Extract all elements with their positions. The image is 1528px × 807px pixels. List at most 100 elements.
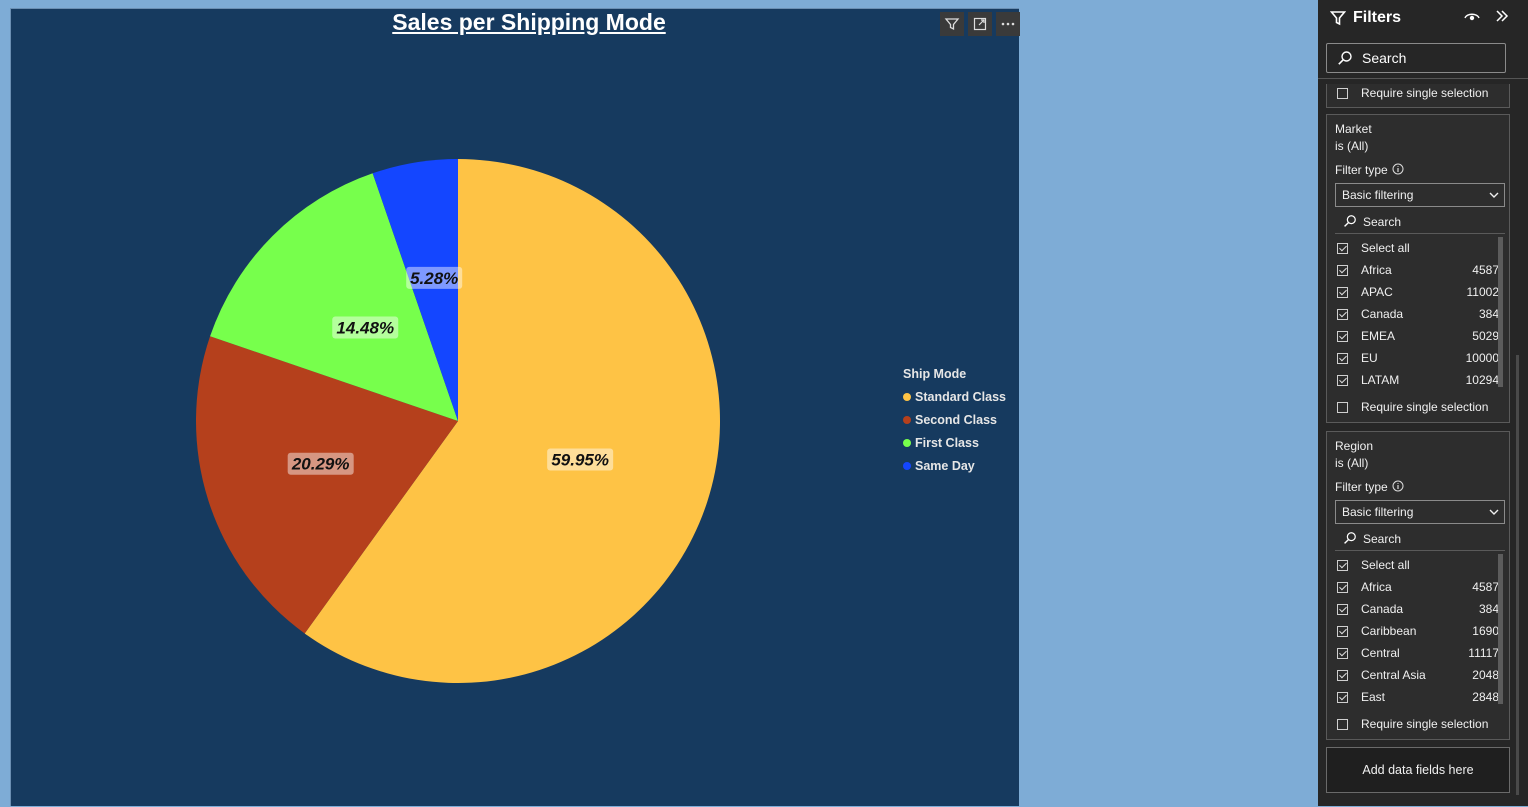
more-options-icon[interactable] bbox=[996, 12, 1020, 36]
filter-card-market[interactable]: Market is (All) Filter type Basic filtering… bbox=[1326, 114, 1510, 423]
filter-value-label: East bbox=[1361, 690, 1386, 704]
pie-slice-standard-class[interactable] bbox=[304, 159, 720, 684]
filter-value-item[interactable]: Caribbean 1690 bbox=[1335, 620, 1499, 642]
filter-value-item[interactable]: EMEA 5029 bbox=[1335, 325, 1499, 347]
pie-slice-second-class[interactable] bbox=[196, 336, 458, 634]
filter-value-item[interactable]: Central Asia 2048 bbox=[1335, 664, 1499, 686]
filter-value-item[interactable]: Central 11117 bbox=[1335, 642, 1499, 664]
add-data-fields-drop-zone[interactable]: Add data fields here bbox=[1326, 747, 1510, 793]
filter-card-region[interactable]: Region is (All) Filter type Basic filtering… bbox=[1326, 431, 1510, 740]
filter-value-item[interactable]: LATAM 10294 bbox=[1335, 369, 1499, 391]
require-single-selection[interactable]: Require single selection bbox=[1335, 400, 1488, 414]
pane-search-input[interactable]: Search bbox=[1326, 43, 1506, 73]
filter-condition: is (All) bbox=[1335, 456, 1369, 470]
filter-field-name: Region bbox=[1335, 439, 1374, 453]
filter-type-dropdown[interactable]: Basic filtering bbox=[1335, 183, 1505, 207]
checkbox[interactable] bbox=[1337, 559, 1348, 571]
checkbox[interactable] bbox=[1337, 352, 1348, 364]
canvas-left-edge bbox=[0, 0, 10, 806]
filter-value-label: Caribbean bbox=[1361, 624, 1417, 638]
legend-item-standard-class[interactable]: Standard Class bbox=[903, 385, 1006, 408]
filter-type-value: Basic filtering bbox=[1342, 188, 1414, 202]
legend-item-same-day[interactable]: Same Day bbox=[903, 454, 1006, 477]
filters-pane-title: Filters bbox=[1353, 9, 1402, 26]
chevron-down-icon bbox=[1488, 506, 1500, 521]
eye-icon[interactable] bbox=[1464, 10, 1480, 29]
legend-item-first-class[interactable]: First Class bbox=[903, 431, 1006, 454]
legend-marker bbox=[903, 438, 911, 447]
filter-value-item[interactable]: EU 10000 bbox=[1335, 347, 1499, 369]
filter-value-label: Africa bbox=[1361, 263, 1392, 277]
filter-type-text: Filter type bbox=[1335, 163, 1388, 177]
legend-item-second-class[interactable]: Second Class bbox=[903, 408, 1006, 431]
list-scrollbar[interactable] bbox=[1498, 554, 1503, 704]
filter-value-item[interactable]: Africa 4587 bbox=[1335, 259, 1499, 281]
focus-mode-icon[interactable] bbox=[968, 12, 992, 36]
filters-pane: Filters Search Require single selection … bbox=[1318, 0, 1528, 806]
filters-pane-header: Filters bbox=[1318, 0, 1528, 38]
pane-scrollbar[interactable] bbox=[1516, 355, 1519, 795]
checkbox[interactable] bbox=[1337, 647, 1348, 659]
filter-value-item[interactable]: APAC 11002 bbox=[1335, 281, 1499, 303]
filter-value-count: 4587 bbox=[1472, 580, 1499, 594]
list-scrollbar[interactable] bbox=[1498, 237, 1503, 387]
legend-marker bbox=[903, 392, 911, 401]
checkbox[interactable] bbox=[1337, 603, 1348, 615]
filter-value-count: 2048 bbox=[1472, 668, 1499, 682]
checkbox[interactable] bbox=[1337, 286, 1348, 298]
checkbox[interactable] bbox=[1337, 264, 1348, 276]
checkbox[interactable] bbox=[1337, 308, 1348, 320]
require-single-selection[interactable]: Require single selection bbox=[1335, 717, 1488, 731]
checkbox[interactable] bbox=[1337, 242, 1348, 254]
checkbox[interactable] bbox=[1337, 625, 1348, 637]
checkbox[interactable] bbox=[1337, 374, 1348, 386]
require-single-checkbox[interactable] bbox=[1337, 718, 1348, 730]
checkbox[interactable] bbox=[1337, 669, 1348, 681]
filter-value-label: Africa bbox=[1361, 580, 1392, 594]
require-single-checkbox[interactable] bbox=[1337, 401, 1348, 413]
filter-type-value: Basic filtering bbox=[1342, 505, 1414, 519]
filter-value-item[interactable]: Canada 384 bbox=[1335, 303, 1499, 325]
require-single-label: Require single selection bbox=[1361, 717, 1489, 731]
filter-value-label: Canada bbox=[1361, 307, 1404, 321]
filter-search-input[interactable]: Search bbox=[1335, 528, 1505, 551]
filter-card-title: Market is (All) bbox=[1335, 121, 1372, 155]
pie-chart-visual[interactable]: 59.95% 20.29% 14.48% 5.28% Sales per Shippi… bbox=[10, 8, 1020, 806]
checkbox[interactable] bbox=[1337, 330, 1348, 342]
legend-label: Standard Class bbox=[915, 389, 1007, 404]
legend-label: Same Day bbox=[915, 458, 975, 473]
filter-value-item[interactable]: Select all bbox=[1335, 554, 1499, 576]
legend-marker bbox=[903, 415, 911, 424]
filter-search-placeholder: Search bbox=[1363, 532, 1402, 546]
search-icon bbox=[1343, 214, 1357, 231]
filter-value-item[interactable]: Africa 4587 bbox=[1335, 576, 1499, 598]
filter-value-item[interactable]: Select all bbox=[1335, 237, 1499, 259]
previous-filter-card-tail: Require single selection bbox=[1326, 84, 1510, 108]
pie-chart: 59.95% 20.29% 14.48% 5.28% bbox=[196, 159, 720, 684]
pie-slice-same-day[interactable] bbox=[372, 159, 458, 421]
require-single-checkbox[interactable] bbox=[1337, 87, 1348, 99]
pie-slice-first-class[interactable] bbox=[210, 173, 458, 421]
filter-type-dropdown[interactable]: Basic filtering bbox=[1335, 500, 1505, 524]
require-single-selection[interactable]: Require single selection bbox=[1335, 86, 1488, 100]
checkbox[interactable] bbox=[1337, 581, 1348, 593]
data-label-background bbox=[287, 452, 354, 475]
filter-value-count: 384 bbox=[1478, 307, 1499, 321]
filter-value-count: 384 bbox=[1478, 602, 1499, 616]
legend-label: Second Class bbox=[915, 412, 997, 427]
data-label-same-day: 5.28% bbox=[410, 269, 458, 288]
data-label-second-class: 20.29% bbox=[291, 455, 350, 474]
filter-value-label: LATAM bbox=[1361, 373, 1400, 387]
filter-value-item[interactable]: Canada 384 bbox=[1335, 598, 1499, 620]
data-label-background bbox=[406, 266, 463, 289]
filter-value-label: Central Asia bbox=[1361, 668, 1426, 682]
filter-search-input[interactable]: Search bbox=[1335, 211, 1505, 234]
filter-icon[interactable] bbox=[940, 12, 964, 36]
collapse-pane-icon[interactable] bbox=[1494, 8, 1510, 29]
filter-values-list: Select all Africa 4587 Canada 384 Caribbean 16… bbox=[1335, 554, 1499, 708]
data-label-background bbox=[547, 448, 614, 471]
checkbox[interactable] bbox=[1337, 691, 1348, 703]
filter-value-item[interactable]: East 2848 bbox=[1335, 686, 1499, 708]
filter-value-label: Select all bbox=[1361, 241, 1410, 255]
legend-label: First Class bbox=[915, 435, 979, 450]
